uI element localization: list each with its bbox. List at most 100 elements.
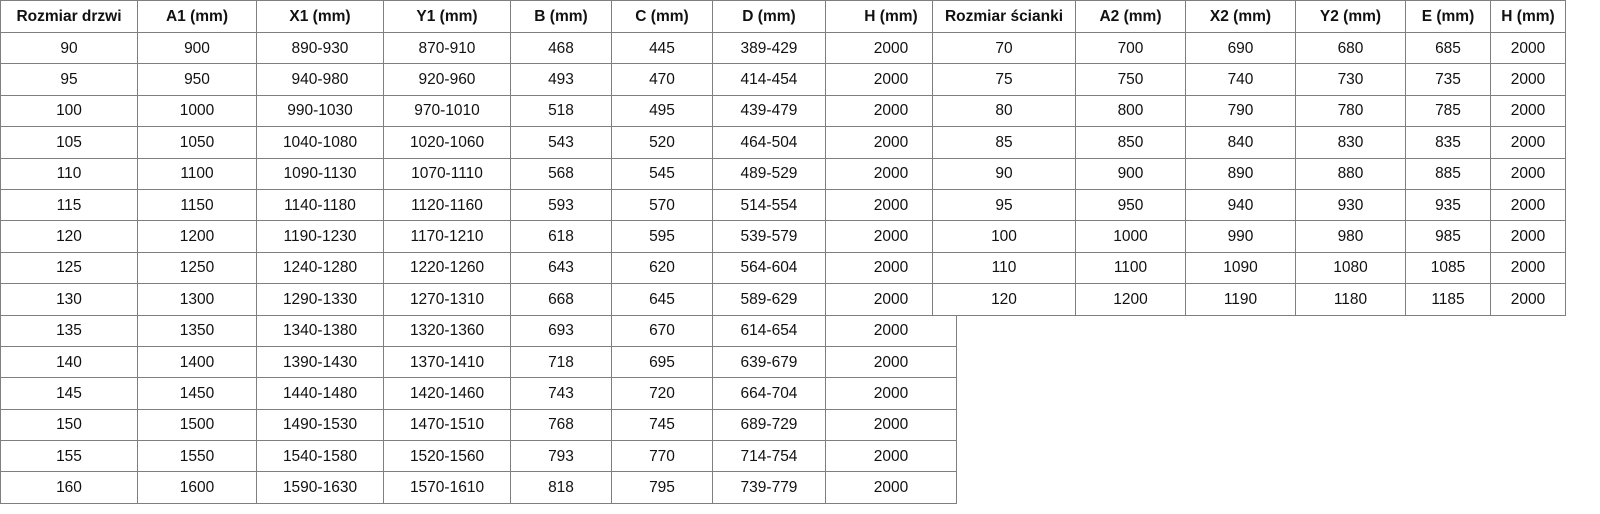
table-cell: 1500 [137, 408, 257, 442]
table-cell: 1190-1230 [256, 220, 384, 253]
table-cell: 714-754 [712, 440, 826, 473]
table-cell: 2000 [825, 314, 957, 347]
table-cell: 1090 [1185, 251, 1296, 285]
table-cell: 2000 [825, 345, 957, 379]
table-cell: 740 [1185, 63, 1296, 96]
doors-dimensions-table: Rozmiar drzwi A1 (mm) X1 (mm) Y1 (mm) B (mm)… [0, 0, 957, 504]
table-row: 120 1200 1190-1230 1170-1210 618 595 539-579 20… [0, 220, 957, 253]
walls-column-header: A2 (mm) [1075, 0, 1186, 33]
table-cell: 718 [510, 345, 612, 379]
table-row: 150 1500 1490-1530 1470-1510 768 745 689-729 20… [0, 408, 957, 442]
table-cell: 2000 [1490, 31, 1566, 65]
table-cell: 90 [932, 157, 1076, 190]
table-cell: 2000 [1490, 94, 1566, 128]
table-cell: 770 [611, 440, 713, 473]
table-cell: 689-729 [712, 408, 826, 442]
table-cell: 1190 [1185, 283, 1296, 316]
table-cell: 900 [1075, 157, 1186, 190]
table-cell: 664-704 [712, 377, 826, 410]
table-cell: 643 [510, 251, 612, 285]
table-cell: 1120-1160 [383, 188, 511, 222]
table-cell: 1250 [137, 251, 257, 285]
table-cell: 950 [137, 63, 257, 96]
table-cell: 160 [0, 471, 138, 504]
table-cell: 2000 [1490, 251, 1566, 285]
table-cell: 1470-1510 [383, 408, 511, 442]
table-cell: 140 [0, 345, 138, 379]
table-cell: 645 [611, 283, 713, 316]
table-cell: 2000 [1490, 63, 1566, 96]
table-cell: 2000 [1490, 283, 1566, 316]
table-header-row: Rozmiar ścianki A2 (mm) X2 (mm) Y2 (mm) E (m… [932, 0, 1566, 33]
table-cell: 890 [1185, 157, 1296, 190]
table-cell: 790 [1185, 94, 1296, 128]
table-cell: 1090-1130 [256, 157, 384, 190]
table-cell: 568 [510, 157, 612, 190]
table-row: 80 800 790 780 785 2000 [932, 94, 1566, 128]
table-cell: 1170-1210 [383, 220, 511, 253]
table-cell: 2000 [825, 377, 957, 410]
table-cell: 739-779 [712, 471, 826, 504]
walls-table-header: Rozmiar ścianki A2 (mm) X2 (mm) Y2 (mm) E (m… [932, 0, 1566, 33]
table-cell: 1070-1110 [383, 157, 511, 190]
table-cell: 750 [1075, 63, 1186, 96]
table-cell: 1400 [137, 345, 257, 379]
table-cell: 518 [510, 94, 612, 128]
table-row: 75 750 740 730 735 2000 [932, 63, 1566, 96]
table-cell: 693 [510, 314, 612, 347]
doors-column-header: Y1 (mm) [383, 0, 511, 33]
doors-column-header: C (mm) [611, 0, 713, 33]
doors-table-header: Rozmiar drzwi A1 (mm) X1 (mm) Y1 (mm) B (mm)… [0, 0, 957, 33]
table-cell: 545 [611, 157, 713, 190]
table-cell: 1520-1560 [383, 440, 511, 473]
table-cell: 890-930 [256, 31, 384, 65]
table-cell: 110 [0, 157, 138, 190]
table-cell: 950 [1075, 188, 1186, 222]
table-cell: 1550 [137, 440, 257, 473]
table-cell: 520 [611, 126, 713, 159]
table-cell: 1000 [1075, 220, 1186, 253]
table-cell: 940 [1185, 188, 1296, 222]
table-cell: 1270-1310 [383, 283, 511, 316]
table-cell: 990 [1185, 220, 1296, 253]
table-cell: 125 [0, 251, 138, 285]
table-cell: 543 [510, 126, 612, 159]
table-row: 155 1550 1540-1580 1520-1560 793 770 714-754 20… [0, 440, 957, 473]
table-row: 140 1400 1390-1430 1370-1410 718 695 639-679 20… [0, 345, 957, 379]
table-cell: 2000 [1490, 157, 1566, 190]
table-cell: 743 [510, 377, 612, 410]
table-cell: 564-604 [712, 251, 826, 285]
table-cell: 720 [611, 377, 713, 410]
table-cell: 2000 [825, 471, 957, 504]
table-cell: 830 [1295, 126, 1406, 159]
table-cell: 880 [1295, 157, 1406, 190]
table-cell: 570 [611, 188, 713, 222]
table-cell: 80 [932, 94, 1076, 128]
doors-column-header: Rozmiar drzwi [0, 0, 138, 33]
table-cell: 785 [1405, 94, 1491, 128]
table-cell: 885 [1405, 157, 1491, 190]
table-row: 90 900 890-930 870-910 468 445 389-429 2000 [0, 31, 957, 65]
table-cell: 150 [0, 408, 138, 442]
walls-column-header: Rozmiar ścianki [932, 0, 1076, 33]
table-cell: 1050 [137, 126, 257, 159]
table-cell: 930 [1295, 188, 1406, 222]
table-cell: 2000 [1490, 220, 1566, 253]
table-cell: 1570-1610 [383, 471, 511, 504]
table-cell: 670 [611, 314, 713, 347]
table-cell: 70 [932, 31, 1076, 65]
table-row: 160 1600 1590-1630 1570-1610 818 795 739-779 20… [0, 471, 957, 504]
table-cell: 1180 [1295, 283, 1406, 316]
table-cell: 100 [0, 94, 138, 128]
walls-dimensions-table-container: Rozmiar ścianki A2 (mm) X2 (mm) Y2 (mm) E (m… [932, 0, 1566, 316]
table-cell: 439-479 [712, 94, 826, 128]
table-cell: 120 [932, 283, 1076, 316]
table-cell: 1085 [1405, 251, 1491, 285]
doors-table-body: 90 900 890-930 870-910 468 445 389-429 2000 95 95… [0, 31, 957, 504]
table-cell: 614-654 [712, 314, 826, 347]
table-row: 115 1150 1140-1180 1120-1160 593 570 514-554 20… [0, 188, 957, 222]
table-cell: 1590-1630 [256, 471, 384, 504]
table-cell: 589-629 [712, 283, 826, 316]
table-cell: 2000 [825, 408, 957, 442]
table-cell: 514-554 [712, 188, 826, 222]
